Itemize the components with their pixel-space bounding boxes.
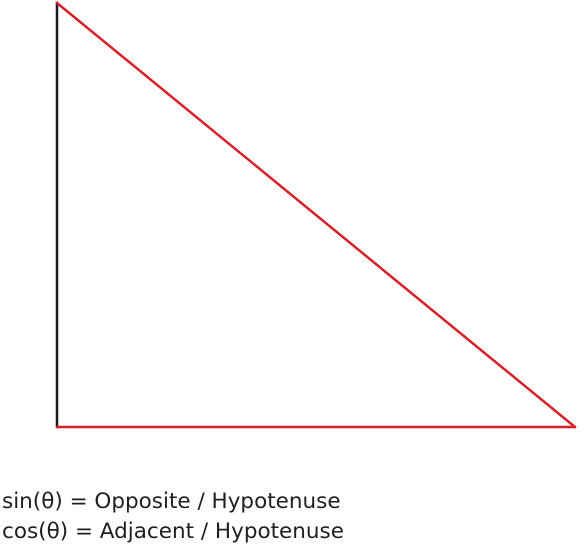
formula-block: sin(θ) = Opposite / Hypotenuse cos(θ) = … (2, 487, 344, 547)
cosine-formula: cos(θ) = Adjacent / Hypotenuse (2, 519, 344, 544)
hypotenuse-line (55, 1, 577, 429)
sine-formula: sin(θ) = Opposite / Hypotenuse (2, 489, 341, 514)
